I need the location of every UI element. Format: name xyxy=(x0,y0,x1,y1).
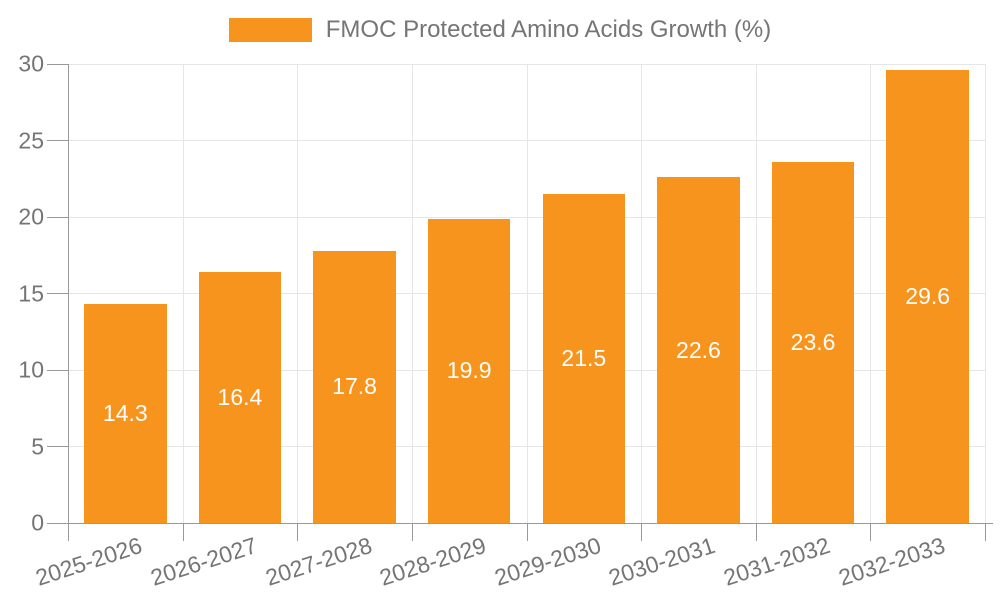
y-axis-tick xyxy=(47,446,68,447)
bar[interactable]: 21.5 xyxy=(542,194,626,523)
y-axis-tick-label: 30 xyxy=(18,50,44,77)
bar-value-label: 19.9 xyxy=(446,357,492,384)
x-axis-label: 2026-2027 xyxy=(147,532,260,591)
x-axis-tick xyxy=(68,523,69,541)
y-axis-line xyxy=(68,64,69,523)
x-axis-line xyxy=(47,523,993,524)
bar-value-label: 23.6 xyxy=(790,328,836,355)
bar[interactable]: 17.8 xyxy=(313,250,396,523)
x-axis-tick xyxy=(755,523,757,541)
y-axis-tick xyxy=(47,293,68,294)
y-axis-tick xyxy=(47,216,68,218)
y-axis-tick-label: 0 xyxy=(31,509,44,536)
x-axis-label: 2030-2031 xyxy=(605,532,719,591)
x-axis-tick xyxy=(411,523,413,541)
x-axis-tick xyxy=(985,523,986,541)
y-axis-tick xyxy=(47,140,68,141)
y-axis-tick-label: 5 xyxy=(31,433,44,459)
x-axis-label: 2031-2032 xyxy=(720,532,834,591)
y-axis-tick xyxy=(47,63,68,65)
bar-value-label: 21.5 xyxy=(561,345,607,372)
gridline-vertical xyxy=(526,64,528,523)
gridline-vertical xyxy=(641,64,643,523)
gridline-vertical xyxy=(870,64,872,523)
gridline-vertical xyxy=(755,64,757,523)
bar[interactable]: 29.6 xyxy=(886,70,969,523)
bar[interactable]: 14.3 xyxy=(84,304,167,523)
bar-value-label: 17.8 xyxy=(332,373,377,400)
legend-swatch-icon xyxy=(228,18,312,42)
y-axis-tick-label: 10 xyxy=(18,356,44,383)
legend-item[interactable]: FMOC Protected Amino Acids Growth (%) xyxy=(0,16,1000,44)
x-axis-tick xyxy=(526,523,528,541)
x-axis-label: 2025-2026 xyxy=(32,532,146,591)
y-axis-tick-label: 25 xyxy=(18,127,44,153)
x-axis-tick xyxy=(297,523,299,541)
bar-value-label: 14.3 xyxy=(102,400,148,427)
gridline-vertical xyxy=(985,64,986,523)
y-axis-tick xyxy=(47,369,68,371)
legend-label: FMOC Protected Amino Acids Growth (%) xyxy=(325,16,772,43)
bar-value-label: 16.4 xyxy=(217,384,263,411)
x-axis-label: 2032-2033 xyxy=(835,532,948,591)
bar-value-label: 29.6 xyxy=(905,283,951,310)
x-axis-label: 2027-2028 xyxy=(261,532,375,591)
x-axis-tick xyxy=(182,523,184,541)
gridline-vertical xyxy=(182,64,184,523)
bar[interactable]: 19.9 xyxy=(427,218,511,523)
x-axis-label: 2028-2029 xyxy=(376,532,490,591)
gridline-vertical xyxy=(297,64,299,523)
bar[interactable]: 23.6 xyxy=(771,161,855,523)
y-axis-tick-label: 15 xyxy=(18,280,44,306)
bar-value-label: 22.6 xyxy=(676,336,721,363)
bar[interactable]: 16.4 xyxy=(198,272,282,523)
bar[interactable]: 22.6 xyxy=(657,177,740,523)
x-axis-tick xyxy=(870,523,872,541)
gridline-vertical xyxy=(411,64,413,523)
x-axis-label: 2029-2030 xyxy=(491,532,604,591)
x-axis-tick xyxy=(641,523,643,541)
y-axis-tick xyxy=(47,522,68,524)
y-axis-tick-label: 20 xyxy=(18,203,44,230)
